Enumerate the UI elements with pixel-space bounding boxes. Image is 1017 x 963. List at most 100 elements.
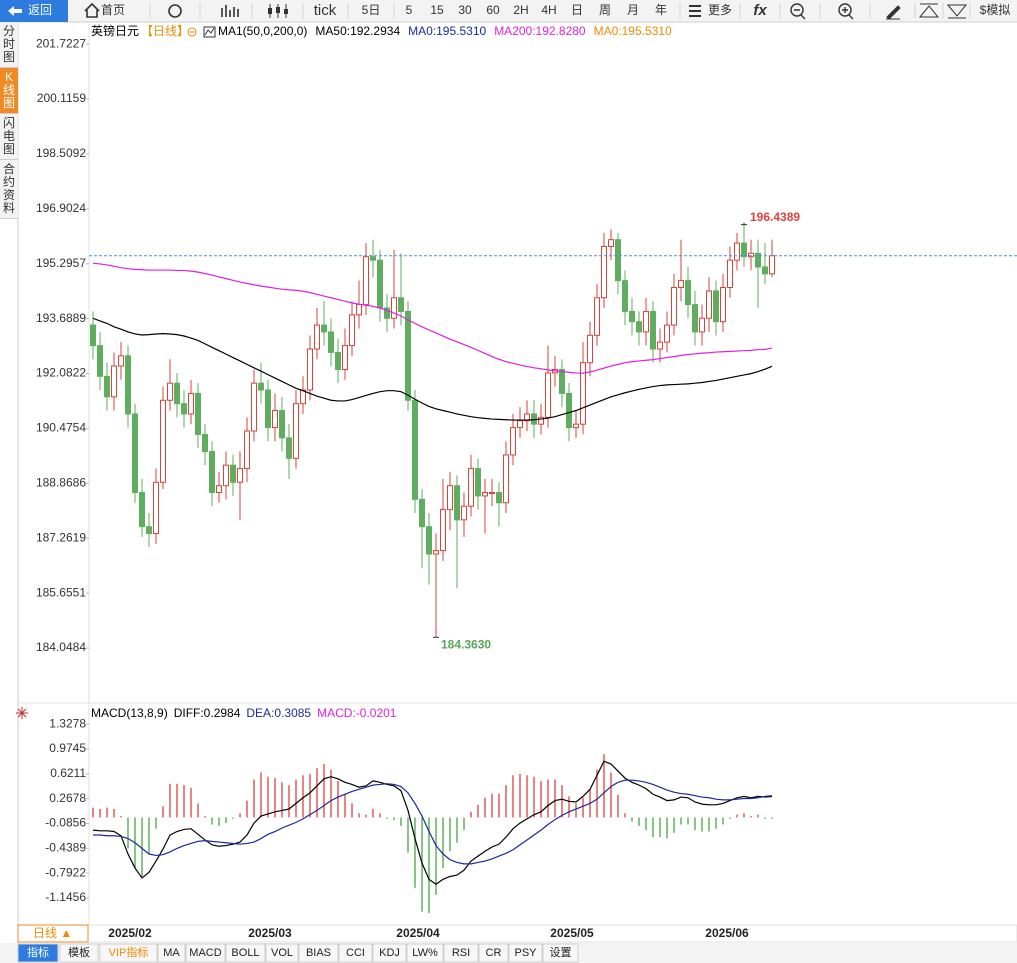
toolbar-item[interactable]: $模拟 — [980, 3, 1011, 17]
toolbar-item[interactable]: 首页 — [101, 3, 125, 17]
candle-body — [251, 382, 257, 432]
bottom-tab[interactable] — [372, 943, 407, 963]
candle-body — [307, 348, 313, 391]
bottom-tab[interactable] — [59, 943, 99, 963]
bottom-tab[interactable] — [508, 943, 543, 963]
period-label[interactable]: 日线 ▲ — [33, 926, 72, 940]
chart-icon[interactable] — [221, 5, 239, 17]
bottom-tab-label[interactable]: CR — [486, 947, 502, 959]
triangle-up-icon[interactable] — [918, 3, 940, 18]
y-tick-label: 193.6889 — [36, 311, 86, 325]
bottom-tab-label[interactable]: VOL — [271, 947, 293, 959]
toolbar-item[interactable]: 15 — [430, 3, 444, 17]
back-button[interactable] — [0, 0, 68, 22]
candle-body — [594, 297, 600, 336]
candle-body — [370, 256, 376, 261]
side-tab[interactable]: 闪电图 — [0, 114, 18, 160]
bottom-tab-label[interactable]: MA — [163, 947, 180, 959]
bottom-tab-label[interactable]: LW% — [412, 947, 438, 959]
y-tick-label: -0.7922 — [45, 865, 86, 879]
bottom-tab[interactable] — [99, 943, 158, 963]
candle-body — [384, 307, 390, 319]
side-tab[interactable]: 合约资料 — [0, 160, 18, 219]
bottom-tab-label[interactable]: KDJ — [379, 947, 400, 959]
bottom-tab-label[interactable]: MACD — [189, 947, 221, 959]
toolbar-item[interactable]: 周 — [599, 3, 611, 17]
indicator-icon[interactable] — [203, 26, 216, 38]
bottom-tab-label[interactable]: 设置 — [550, 946, 572, 959]
triangle-down-icon[interactable] — [946, 4, 968, 19]
back-icon — [8, 6, 22, 16]
toolbar-item[interactable]: tick — [314, 2, 337, 19]
bottom-tab[interactable] — [338, 943, 373, 963]
bottom-tab[interactable] — [17, 943, 59, 963]
candle-body — [587, 334, 593, 364]
zoom-out-icon[interactable] — [790, 3, 804, 17]
refresh-icon[interactable] — [168, 4, 182, 18]
bottom-tab-label[interactable]: 指标 — [27, 945, 49, 959]
zoom-in-icon[interactable] — [838, 3, 852, 17]
candle-body — [160, 399, 166, 483]
pen-icon[interactable] — [886, 5, 901, 20]
candle-body — [237, 468, 243, 483]
bottom-tab-label[interactable]: CCI — [346, 947, 365, 959]
bottom-tab[interactable] — [478, 943, 509, 963]
bottom-tab[interactable] — [157, 943, 186, 963]
toolbar-item[interactable]: 5日 — [362, 3, 381, 17]
date-axis — [17, 924, 1017, 943]
toolbar-item[interactable]: fx — [753, 2, 767, 19]
more-icon[interactable] — [689, 5, 701, 17]
y-tick-label: 195.2957 — [36, 256, 86, 270]
candle-body — [342, 345, 348, 371]
y-tick-label: 196.9024 — [36, 201, 86, 215]
candle-body — [426, 526, 432, 555]
bottom-tab-label[interactable]: BIAS — [306, 947, 331, 959]
collapse-icon[interactable] — [187, 27, 197, 37]
toolbar-item[interactable]: 日 — [571, 3, 583, 17]
candle-body — [97, 345, 103, 377]
bottom-tab[interactable] — [298, 943, 339, 963]
bottom-tab-label[interactable]: BOLL — [231, 947, 259, 959]
candle-body — [181, 403, 187, 415]
candle-body — [706, 290, 712, 319]
y-tick-label: 188.8686 — [36, 476, 86, 490]
side-tab[interactable]: 分时图 — [0, 22, 18, 68]
toolbar-item[interactable]: 5 — [406, 3, 413, 17]
bottom-tab[interactable] — [225, 943, 266, 963]
candle-body — [132, 413, 138, 494]
candle-body — [580, 362, 586, 425]
bottom-tab-label[interactable]: VIP指标 — [109, 945, 149, 959]
toolbar-item[interactable]: 4H — [541, 3, 556, 17]
period-box[interactable] — [17, 924, 89, 943]
candle-body — [139, 492, 145, 528]
toolbar-item[interactable]: 2H — [513, 3, 528, 17]
legend-item: MA50:192.2934 — [315, 24, 400, 38]
candle-body — [510, 427, 516, 456]
toolbar-item[interactable]: 月 — [627, 3, 639, 17]
bottom-tab-label[interactable]: PSY — [514, 947, 537, 959]
candle-body — [496, 492, 502, 504]
bottom-tab-label[interactable]: RSI — [452, 947, 470, 959]
bottom-tab[interactable] — [542, 943, 579, 963]
candle-body — [482, 492, 488, 497]
bottom-tab-label[interactable]: 模板 — [68, 945, 90, 959]
back-label[interactable]: 返回 — [28, 3, 52, 17]
y-tick-label: 198.5092 — [36, 146, 86, 160]
candle-icon-body — [268, 7, 288, 14]
bottom-tab[interactable] — [406, 943, 444, 963]
side-tab[interactable]: K线图 — [0, 68, 18, 114]
candle-body — [503, 454, 509, 504]
candle-body — [125, 355, 131, 415]
toolbar-item[interactable]: 更多 — [708, 3, 732, 17]
toolbar-item[interactable]: 60 — [486, 3, 500, 17]
candle-body — [433, 550, 439, 555]
macd-settings-icon[interactable] — [16, 707, 28, 719]
bottom-tab[interactable] — [185, 943, 226, 963]
toolbar-item[interactable]: 年 — [655, 3, 667, 17]
toolbar-item[interactable]: 30 — [458, 3, 472, 17]
candle-body — [657, 341, 663, 350]
bottom-tab[interactable] — [443, 943, 479, 963]
macd-legend-item: MACD(13,8,9) — [91, 706, 168, 720]
bottom-tab[interactable] — [265, 943, 299, 963]
candle-body — [356, 304, 362, 316]
